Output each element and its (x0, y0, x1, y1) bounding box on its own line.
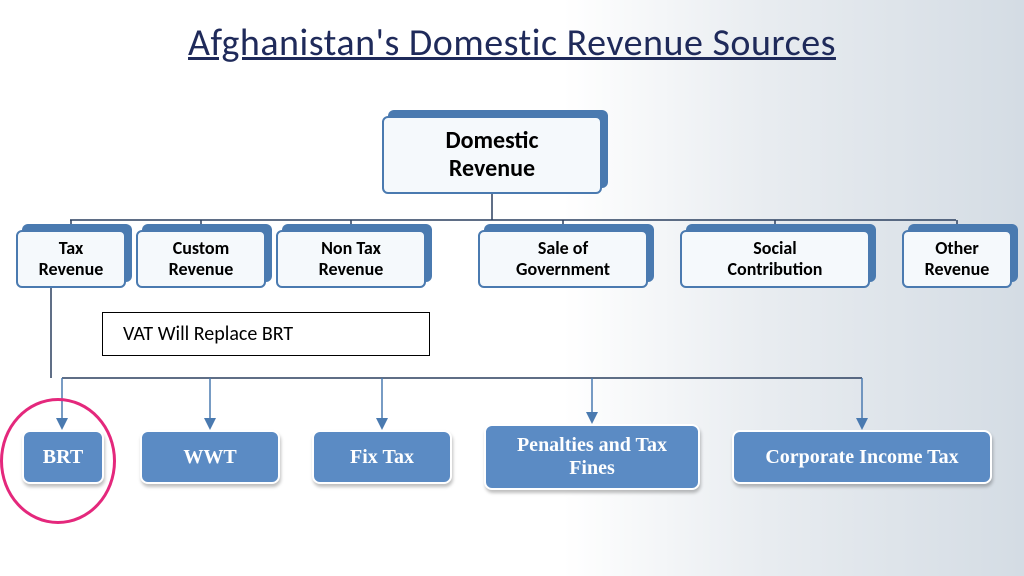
root-node: Domestic Revenue (382, 116, 602, 194)
highlight-brt (0, 398, 116, 524)
level3-node-2: Fix Tax (312, 430, 452, 484)
level2-node-0: Tax Revenue (16, 230, 126, 288)
level3-node-4: Corporate Income Tax (732, 430, 992, 484)
level3-node-3: Penalties and Tax Fines (484, 424, 700, 490)
level2-node-1: Custom Revenue (136, 230, 266, 288)
level3-node-1: WWT (140, 430, 280, 484)
note-vat: VAT Will Replace BRT (102, 312, 430, 356)
level2-node-4: Social Contribution (680, 230, 870, 288)
page-title: Afghanistan's Domestic Revenue Sources (0, 0, 1024, 66)
level2-node-3: Sale of Government (478, 230, 648, 288)
level2-node-5: Other Revenue (902, 230, 1012, 288)
level2-node-2: Non Tax Revenue (276, 230, 426, 288)
